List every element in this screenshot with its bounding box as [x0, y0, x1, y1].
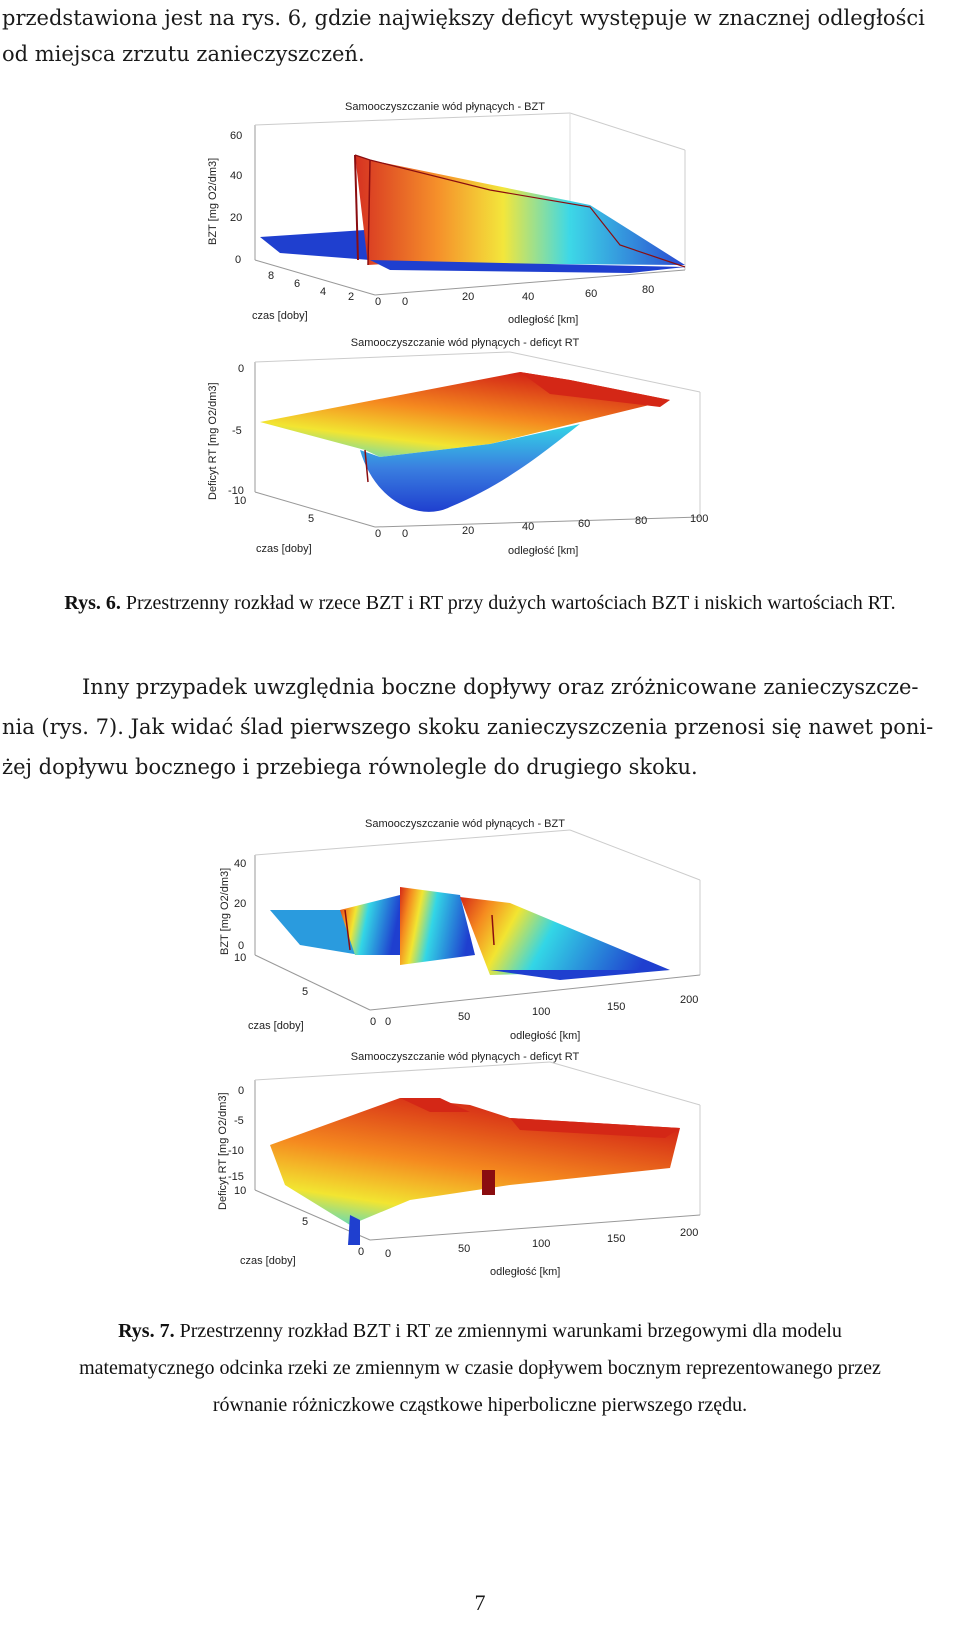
- t-tick: 5: [308, 513, 314, 525]
- z-tick: -10: [228, 1145, 244, 1157]
- fig6-rt-zlabel: Deficyt RT [mg O2/dm3]: [207, 382, 219, 500]
- page-number: 7: [474, 1590, 486, 1615]
- x-tick: 0: [385, 1016, 391, 1028]
- fig7-bzt-svg: Samooczyszczanie wód płynących - BZT 0 2…: [219, 818, 701, 1042]
- x-tick: 40: [522, 521, 534, 533]
- z-tick: 60: [230, 130, 242, 142]
- x-tick: 100: [690, 513, 708, 525]
- z-tick: 40: [230, 170, 242, 182]
- middle-paragraph: Inny przypadek uwzględnia boczne dopływy…: [2, 667, 954, 787]
- fig6-caption-text: Przestrzenny rozkład w rzece BZT i RT pr…: [125, 592, 896, 614]
- fig6-caption-label: Rys. 6.: [64, 592, 121, 614]
- z-tick: 20: [230, 212, 242, 224]
- fig7-rt-tlabel: czas [doby]: [240, 1255, 296, 1267]
- x-tick: 0: [385, 1248, 391, 1260]
- x-tick: 40: [522, 291, 534, 303]
- z-tick: 40: [234, 858, 246, 870]
- fig6-rt-title: Samooczyszczanie wód płynących - deficyt…: [351, 337, 580, 349]
- middle-line-3: żej dopływu bocznego i przebiega równole…: [2, 755, 698, 779]
- z-tick: -10: [228, 485, 244, 497]
- x-tick: 0: [402, 528, 408, 540]
- x-tick: 200: [680, 1227, 698, 1239]
- t-tick: 8: [268, 270, 274, 282]
- t-tick: 10: [234, 495, 246, 507]
- fig6-bzt-tlabel: czas [doby]: [252, 310, 308, 322]
- fig7-bzt-plot: Samooczyszczanie wód płynących - BZT 0 2…: [210, 815, 730, 1050]
- fig6-rt-xlabel: odległość [km]: [508, 545, 578, 557]
- x-tick: 150: [607, 1001, 625, 1013]
- figure6-caption: Rys. 6. Przestrzenny rozkład w rzece BZT…: [0, 592, 960, 615]
- t-tick: 5: [302, 986, 308, 998]
- x-tick: 0: [402, 296, 408, 308]
- x-tick: 100: [532, 1006, 550, 1018]
- fig7-caption-line1-text: Przestrzenny rozkład BZT i RT ze zmienny…: [179, 1320, 842, 1342]
- z-tick: -5: [232, 425, 242, 437]
- x-tick: 60: [578, 518, 590, 530]
- t-tick: 2: [348, 291, 354, 303]
- z-tick: 0: [238, 1085, 244, 1097]
- fig6-rt-svg: Samooczyszczanie wód płynących - deficyt…: [207, 337, 708, 557]
- x-tick: 150: [607, 1233, 625, 1245]
- bzt-surface-flat: [260, 230, 370, 260]
- fig7-rt-title: Samooczyszczanie wód płynących - deficyt…: [351, 1051, 580, 1063]
- rt-surface-top: [260, 372, 670, 457]
- x-tick: 200: [680, 994, 698, 1006]
- t-tick: 6: [294, 278, 300, 290]
- z-tick: 0: [235, 254, 241, 266]
- fig7-rt-xlabel: odległość [km]: [490, 1266, 560, 1278]
- z-tick: 0: [238, 940, 244, 952]
- fig7-bzt-title: Samooczyszczanie wód płynących - BZT: [365, 818, 565, 830]
- intro-line-2: od miejsca zrzutu zanieczyszczeń.: [2, 42, 365, 66]
- rt-surface-dip: [360, 424, 580, 512]
- middle-line-2: nia (rys. 7). Jak widać ślad pierwszego …: [2, 715, 934, 739]
- fig7-rt-zlabel: Deficyt RT [mg O2/dm3]: [217, 1092, 229, 1210]
- x-tick: 20: [462, 291, 474, 303]
- fig6-bzt-plot: Samooczyszczanie wód płynących - BZT 0 2…: [190, 95, 710, 340]
- fig7-bzt-xlabel: odległość [km]: [510, 1030, 580, 1042]
- t-tick: 0: [358, 1246, 364, 1258]
- fig7-bzt-tlabel: czas [doby]: [248, 1020, 304, 1032]
- t-tick: 0: [375, 528, 381, 540]
- fig7-rt-svg: Samooczyszczanie wód płynących - deficyt…: [217, 1051, 701, 1278]
- z-tick: 0: [238, 363, 244, 375]
- x-tick: 50: [458, 1011, 470, 1023]
- figure7-caption: Rys. 7. Przestrzenny rozkład BZT i RT ze…: [0, 1313, 960, 1424]
- fig6-bzt-xlabel: odległość [km]: [508, 314, 578, 326]
- fig6-bzt-svg: Samooczyszczanie wód płynących - BZT 0 2…: [207, 101, 686, 326]
- rt7-surface: [270, 1098, 680, 1225]
- fig7-caption-line-1: Rys. 7. Przestrzenny rozkład BZT i RT ze…: [0, 1313, 960, 1350]
- rt7-surface-dip: [348, 1215, 360, 1245]
- fig7-caption-label: Rys. 7.: [118, 1320, 175, 1342]
- x-tick: 100: [532, 1238, 550, 1250]
- fig7-bzt-zlabel: BZT [mg O2/dm3]: [219, 868, 231, 955]
- t-tick: 0: [370, 1016, 376, 1028]
- x-tick: 80: [635, 515, 647, 527]
- x-tick: 50: [458, 1243, 470, 1255]
- fig6-bzt-zlabel: BZT [mg O2/dm3]: [207, 158, 219, 245]
- fig7-rt-plot: Samooczyszczanie wód płynących - deficyt…: [210, 1050, 730, 1290]
- z-tick: 20: [234, 898, 246, 910]
- middle-line-1: Inny przypadek uwzględnia boczne dopływy…: [82, 675, 919, 699]
- intro-line-1: przedstawiona jest na rys. 6, gdzie najw…: [2, 6, 925, 30]
- fig6-rt-plot: Samooczyszczanie wód płynących - deficyt…: [190, 332, 730, 570]
- fig7-caption-line-2: matematycznego odcinka rzeki ze zmiennym…: [79, 1357, 881, 1379]
- fig6-bzt-title: Samooczyszczanie wód płynących - BZT: [345, 101, 545, 113]
- t-tick: 4: [320, 286, 326, 298]
- bzt7-surface-left: [270, 910, 360, 955]
- bzt7-surface-jump2: [460, 897, 670, 975]
- intro-paragraph: przedstawiona jest na rys. 6, gdzie najw…: [2, 0, 954, 72]
- x-tick: 80: [642, 284, 654, 296]
- t-tick: 10: [234, 1185, 246, 1197]
- z-tick: -5: [234, 1115, 244, 1127]
- t-tick: 10: [234, 952, 246, 964]
- t-tick: 0: [375, 296, 381, 308]
- x-tick: 20: [462, 525, 474, 537]
- z-tick: -15: [228, 1171, 244, 1183]
- bzt7-surface-jump1: [400, 887, 475, 965]
- fig7-caption-line-3: równanie różniczkowe cząstkowe hiperboli…: [212, 1394, 748, 1416]
- x-tick: 60: [585, 288, 597, 300]
- t-tick: 5: [302, 1216, 308, 1228]
- fig6-rt-tlabel: czas [doby]: [256, 543, 312, 555]
- bzt-surface-peak: [355, 155, 685, 265]
